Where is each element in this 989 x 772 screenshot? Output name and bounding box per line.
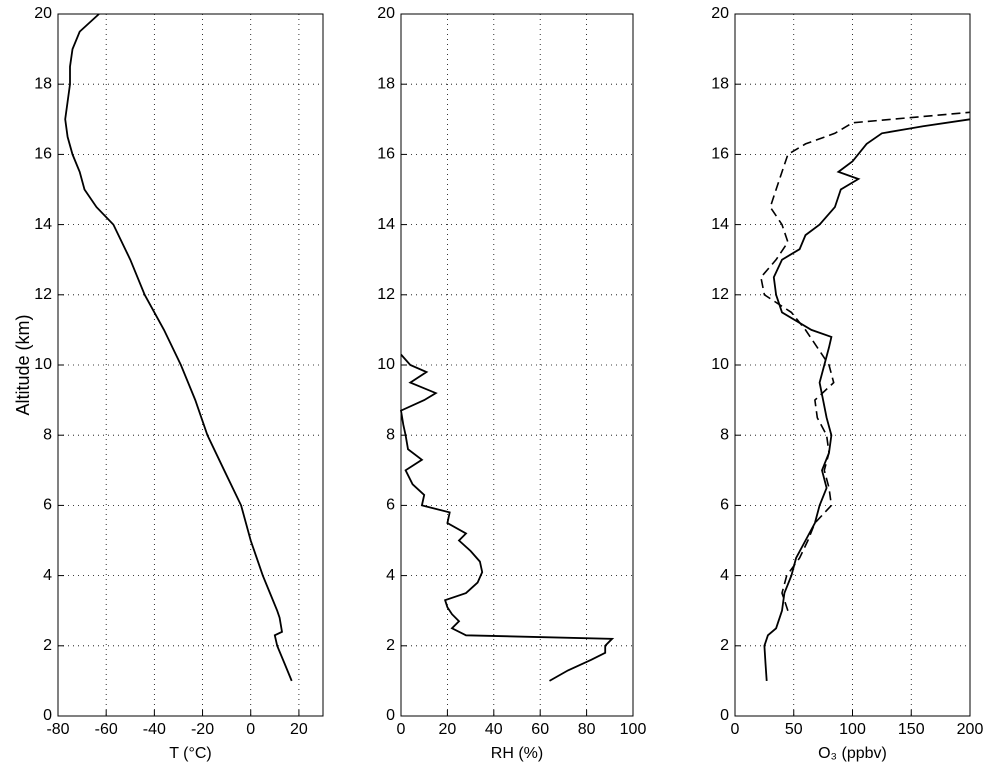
y-tick-label: 16 xyxy=(711,146,729,163)
y-tick-label: 14 xyxy=(711,216,729,233)
plot-frame xyxy=(57,13,324,717)
x-tick-label: -80 xyxy=(46,721,69,738)
x-tick-label: 20 xyxy=(290,721,308,738)
x-tick-label: 20 xyxy=(439,721,457,738)
y-tick-label: 2 xyxy=(43,637,52,654)
y-tick-label: 12 xyxy=(34,286,52,303)
y-tick-label: 18 xyxy=(34,75,52,92)
y-tick-label: 14 xyxy=(377,216,395,233)
y-tick-label: 14 xyxy=(34,216,52,233)
profile-line xyxy=(760,111,971,611)
y-tick-label: 16 xyxy=(34,146,52,163)
y-tick-label: 4 xyxy=(43,567,52,584)
plot-frame xyxy=(400,13,634,717)
x-tick-label: 100 xyxy=(620,721,647,738)
x-tick-label: -40 xyxy=(143,721,166,738)
y-tick-label: 10 xyxy=(711,356,729,373)
x-axis-label: O₃ (ppbv) xyxy=(818,745,887,762)
y-tick-label: 6 xyxy=(43,497,52,514)
y-tick-label: 18 xyxy=(377,75,395,92)
y-tick-label: 8 xyxy=(720,426,729,443)
y-tick-label: 0 xyxy=(720,707,729,724)
y-tick-label: 8 xyxy=(386,426,395,443)
profile-line xyxy=(763,118,971,681)
x-tick-label: 0 xyxy=(246,721,255,738)
x-tick-label: 50 xyxy=(785,721,803,738)
x-tick-label: 150 xyxy=(898,721,925,738)
x-tick-label: 40 xyxy=(485,721,503,738)
y-tick-label: 4 xyxy=(720,567,729,584)
y-tick-label: 12 xyxy=(377,286,395,303)
x-tick-label: 0 xyxy=(397,721,406,738)
y-tick-label: 6 xyxy=(720,497,729,514)
profile-line xyxy=(400,353,615,682)
x-tick-label: 0 xyxy=(731,721,740,738)
y-tick-label: 0 xyxy=(386,707,395,724)
x-axis-label: RH (%) xyxy=(491,745,543,762)
y-tick-label: 20 xyxy=(34,5,52,22)
plot-frame xyxy=(734,13,971,717)
y-tick-label: 20 xyxy=(711,5,729,22)
x-tick-label: -20 xyxy=(191,721,214,738)
y-tick-label: 10 xyxy=(34,356,52,373)
y-axis-label: Altitude (km) xyxy=(13,314,33,415)
x-tick-label: 80 xyxy=(578,721,596,738)
y-tick-label: 2 xyxy=(386,637,395,654)
y-tick-label: 10 xyxy=(377,356,395,373)
y-tick-label: 0 xyxy=(43,707,52,724)
y-tick-label: 18 xyxy=(711,75,729,92)
x-tick-label: -60 xyxy=(95,721,118,738)
y-tick-label: 8 xyxy=(43,426,52,443)
y-tick-label: 6 xyxy=(386,497,395,514)
x-axis-label: T (°C) xyxy=(169,745,212,762)
x-tick-label: 200 xyxy=(957,721,984,738)
profile-line xyxy=(64,13,293,682)
x-tick-label: 100 xyxy=(839,721,866,738)
y-tick-label: 2 xyxy=(720,637,729,654)
y-tick-label: 20 xyxy=(377,5,395,22)
x-tick-label: 60 xyxy=(531,721,549,738)
y-tick-label: 16 xyxy=(377,146,395,163)
y-tick-label: 4 xyxy=(386,567,395,584)
y-tick-label: 12 xyxy=(711,286,729,303)
